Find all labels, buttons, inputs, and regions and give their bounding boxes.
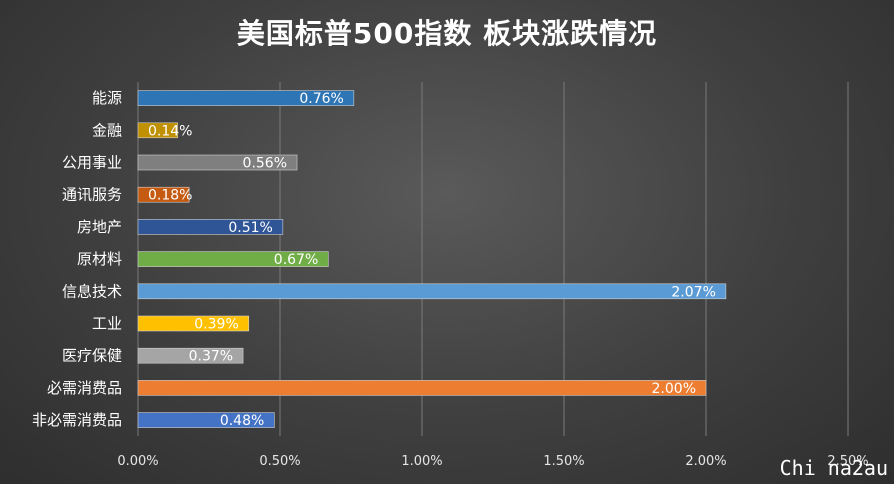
data-label-10: 0.48% bbox=[220, 413, 264, 429]
bar-0 bbox=[137, 90, 355, 106]
bar-7 bbox=[137, 315, 250, 332]
category-label-10: 非必需消费品 bbox=[32, 411, 122, 429]
data-label-2: 0.56% bbox=[243, 156, 287, 172]
data-label-5: 0.67% bbox=[274, 252, 318, 268]
x-tick-label-1: 0.50% bbox=[259, 454, 300, 469]
bar-3 bbox=[137, 186, 190, 203]
bar-8 bbox=[137, 347, 244, 364]
chart-title: 美国标普500指数 板块涨跌情况 bbox=[236, 17, 658, 50]
bar-10 bbox=[137, 412, 275, 428]
x-tick-label-4: 2.00% bbox=[685, 454, 726, 469]
bar-9 bbox=[137, 380, 707, 396]
category-label-1: 金融 bbox=[92, 121, 122, 139]
category-label-7: 工业 bbox=[92, 315, 122, 333]
data-label-3: 0.18% bbox=[148, 188, 192, 204]
watermark: Chi na2au bbox=[779, 456, 888, 480]
bar-4 bbox=[137, 219, 284, 235]
category-label-8: 医疗保健 bbox=[62, 347, 122, 365]
x-tick-label-3: 1.50% bbox=[543, 454, 584, 469]
data-label-7: 0.39% bbox=[194, 317, 238, 333]
bar-5 bbox=[137, 251, 329, 267]
category-label-9: 必需消费品 bbox=[47, 379, 122, 397]
data-label-1: 0.14% bbox=[148, 123, 192, 139]
category-label-6: 信息技术 bbox=[62, 282, 122, 300]
x-tick-label-2: 1.00% bbox=[401, 454, 442, 469]
data-label-8: 0.37% bbox=[189, 349, 233, 365]
category-label-2: 公用事业 bbox=[62, 154, 122, 172]
category-label-5: 原材料 bbox=[77, 250, 122, 268]
x-tick-label-0: 0.00% bbox=[117, 454, 158, 469]
data-label-9: 2.00% bbox=[652, 381, 696, 397]
data-label-4: 0.51% bbox=[228, 220, 272, 236]
category-label-0: 能源 bbox=[92, 89, 122, 107]
category-label-3: 通讯服务 bbox=[62, 186, 122, 204]
data-label-0: 0.76% bbox=[299, 91, 343, 107]
bar-1 bbox=[137, 122, 179, 139]
bar-6 bbox=[137, 283, 727, 300]
category-label-4: 房地产 bbox=[77, 218, 122, 236]
bar-2 bbox=[137, 154, 298, 171]
x-tick-label-5: 2.50% bbox=[827, 454, 868, 469]
data-label-6: 2.07% bbox=[671, 284, 715, 300]
